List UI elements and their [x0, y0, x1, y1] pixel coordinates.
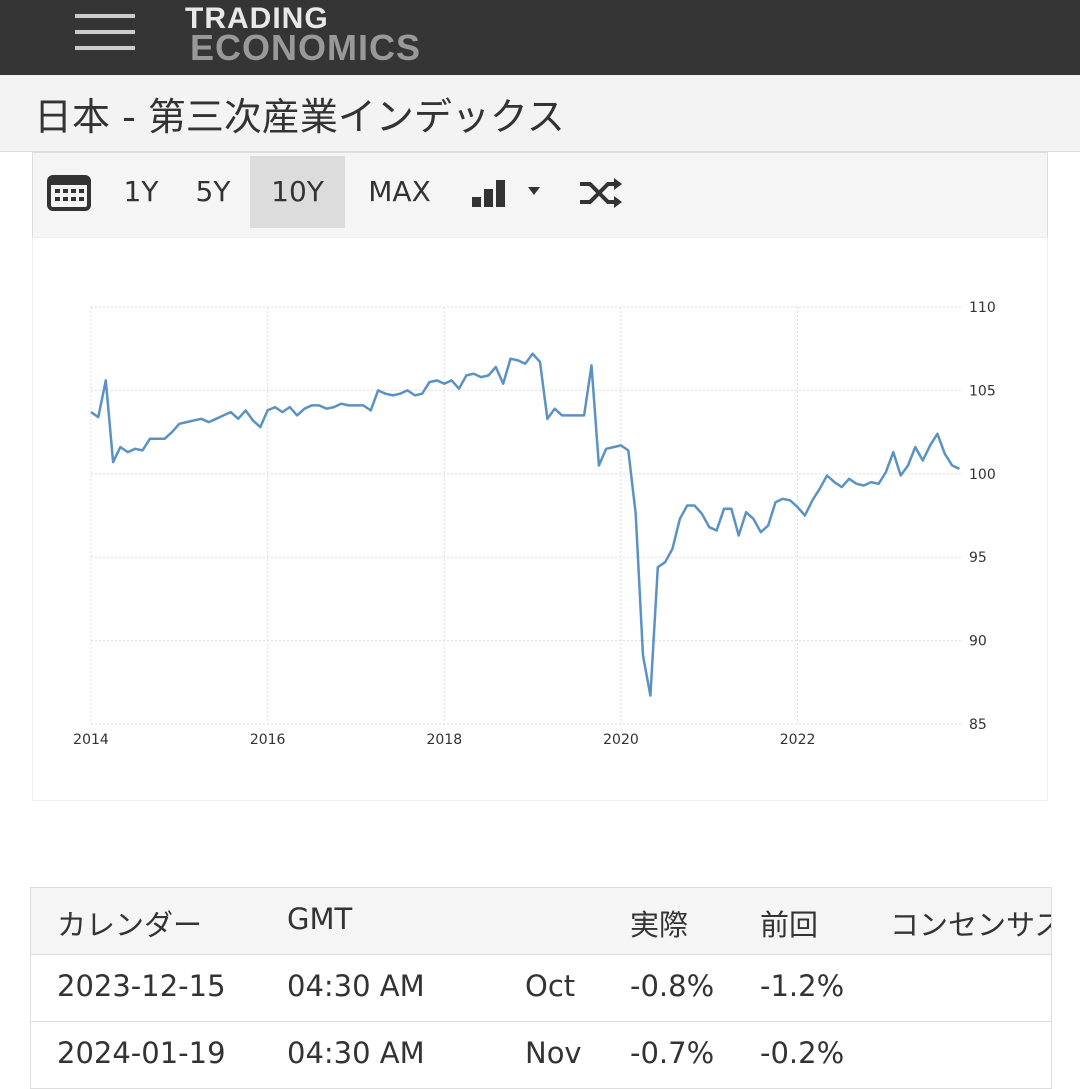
- x-tick-label: 2014: [73, 732, 109, 748]
- logo[interactable]: ECONOMICS: [190, 27, 422, 68]
- menu-icon[interactable]: [75, 30, 135, 34]
- title-bar: [0, 75, 1080, 152]
- calendar-table: カレンダー GMT 実際 前回 コンセンサス 2023-12-15 04:30 AM Oct -…: [30, 887, 1052, 1089]
- y-tick-label: 110: [969, 300, 996, 316]
- cell: 04:30 AM: [287, 969, 425, 1003]
- logo[interactable]: TRADING: [185, 2, 329, 35]
- header-cell: カレンダー: [57, 908, 203, 942]
- y-tick-label: 105: [969, 383, 996, 399]
- cell: -0.7%: [630, 1036, 715, 1070]
- calendar-icon[interactable]: [46, 172, 92, 212]
- menu-icon[interactable]: [75, 14, 135, 18]
- chart-type-icon[interactable]: [470, 175, 560, 211]
- range-button[interactable]: 5Y: [195, 175, 231, 208]
- cell: 04:30 AM: [287, 1036, 425, 1070]
- y-tick-label: 90: [969, 634, 987, 650]
- x-tick-label: 2016: [250, 732, 286, 748]
- x-tick-label: 2022: [780, 732, 816, 748]
- chart-container: 85 90 95 100 105 110 2014 2016 2018 2020 2022: [32, 237, 1048, 801]
- range-button[interactable]: MAX: [368, 175, 431, 208]
- header-cell: GMT: [287, 902, 353, 936]
- compare-icon[interactable]: [578, 176, 624, 210]
- y-tick-label: 100: [969, 467, 996, 483]
- header-cell: 前回: [760, 908, 819, 942]
- x-tick-label: 2018: [426, 732, 462, 748]
- range-button[interactable]: 10Y: [250, 156, 345, 228]
- x-tick-label: 2020: [603, 732, 639, 748]
- table-row: [31, 955, 1051, 1022]
- cell: Oct: [525, 969, 576, 1003]
- y-tick-label: 95: [969, 550, 987, 566]
- chart: 85 90 95 100 105 110 2014 2016 2018 2020 2022: [73, 300, 996, 748]
- cell: -0.2%: [760, 1036, 845, 1070]
- header-cell: 実際: [630, 908, 689, 942]
- data-line: [90, 352, 961, 697]
- range-button[interactable]: 1Y: [123, 175, 159, 208]
- page-title: 日本 - 第三次産業インデックス: [34, 95, 565, 139]
- top-bar: [0, 0, 1080, 75]
- cell: Nov: [525, 1036, 582, 1070]
- y-tick-label: 85: [969, 717, 987, 733]
- table-header-row: [31, 888, 1051, 955]
- menu-icon[interactable]: [75, 46, 135, 50]
- cell: 2023-12-15: [57, 969, 226, 1003]
- cell: 2024-01-19: [57, 1036, 226, 1070]
- cell: -1.2%: [760, 969, 845, 1003]
- cell: -0.8%: [630, 969, 715, 1003]
- header-cell: コンセンサス: [890, 908, 1052, 942]
